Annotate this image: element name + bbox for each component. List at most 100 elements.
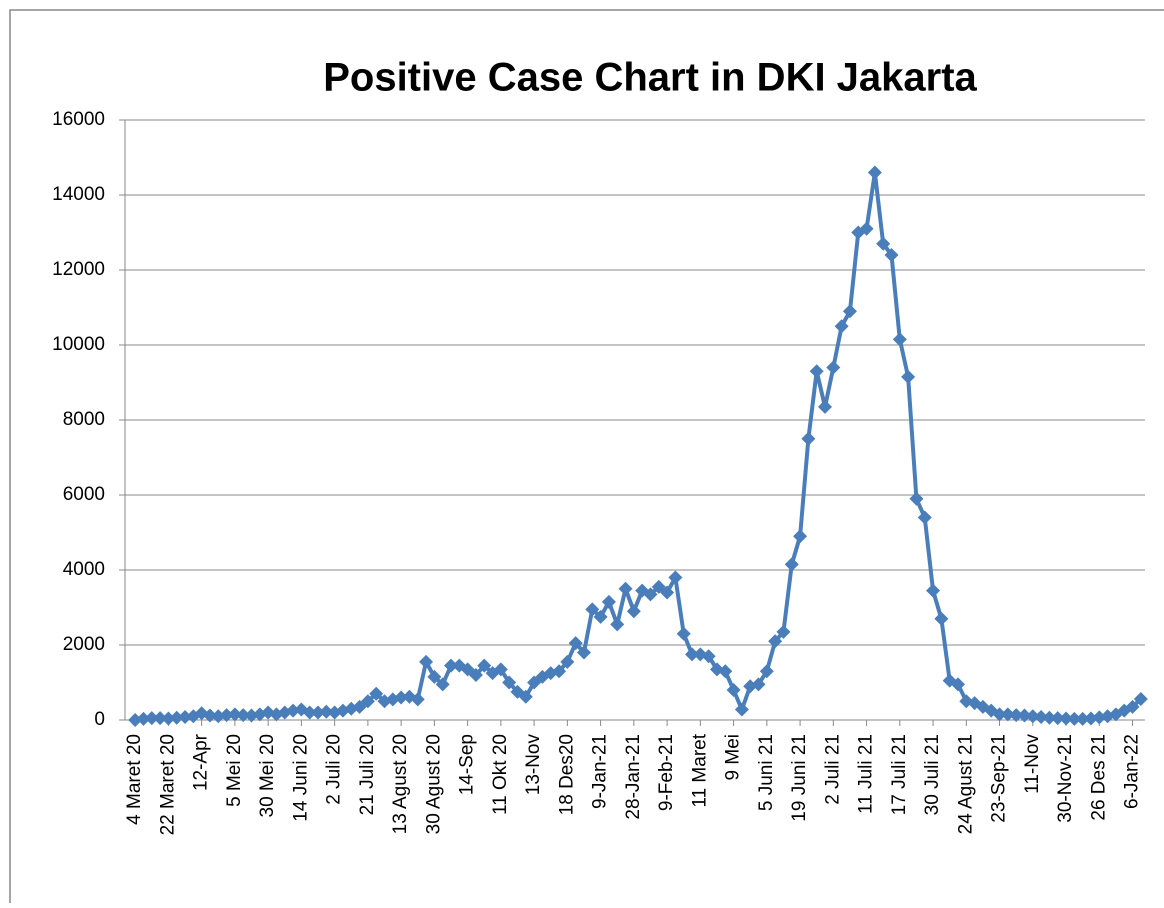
marker xyxy=(809,364,824,379)
y-tick-label: 12000 xyxy=(52,259,105,280)
marker xyxy=(1000,707,1015,722)
x-tick-label: 2 Juli 21 xyxy=(822,734,843,805)
marker xyxy=(1042,710,1057,725)
x-tick-label: 19 Juni 21 xyxy=(789,734,810,822)
y-tick-label: 6000 xyxy=(63,484,105,505)
x-tick-label: 17 Juli 21 xyxy=(889,734,910,815)
marker xyxy=(1133,692,1148,706)
marker xyxy=(1075,711,1090,726)
x-tick-label: 23-Sep-21 xyxy=(989,734,1010,823)
marker xyxy=(178,710,193,724)
marker xyxy=(876,236,891,251)
y-tick-label: 10000 xyxy=(52,334,105,355)
marker xyxy=(219,708,234,723)
marker xyxy=(768,634,783,649)
marker xyxy=(302,705,317,720)
marker xyxy=(169,710,184,725)
marker xyxy=(818,399,833,414)
marker xyxy=(560,654,575,669)
marker xyxy=(759,664,774,679)
chart-title: Positive Case Chart in DKI Jakarta xyxy=(323,56,977,100)
marker xyxy=(676,626,691,641)
x-tick-label: 30 Mei 20 xyxy=(257,734,278,817)
x-tick-label: 24 Agust 21 xyxy=(955,734,976,834)
marker xyxy=(1059,711,1074,726)
x-tick-label: 21 Juli 20 xyxy=(357,734,378,815)
marker xyxy=(643,587,658,602)
y-tick-label: 16000 xyxy=(52,109,105,130)
marker xyxy=(1009,708,1024,723)
marker xyxy=(859,221,874,236)
marker xyxy=(901,369,916,384)
x-tick-label: 30 Agust 20 xyxy=(423,734,444,834)
marker xyxy=(801,431,816,446)
marker xyxy=(842,304,857,319)
marker xyxy=(992,707,1007,722)
marker xyxy=(161,711,176,726)
y-tick-label: 2000 xyxy=(63,634,105,655)
marker xyxy=(726,683,741,697)
marker xyxy=(867,165,882,180)
x-tick-label: 4 Maret 20 xyxy=(124,734,145,825)
marker xyxy=(427,669,442,684)
marker xyxy=(443,658,458,673)
x-tick-label: 2 Juli 20 xyxy=(324,734,345,805)
marker xyxy=(1034,710,1049,724)
marker xyxy=(493,662,508,677)
marker xyxy=(1025,709,1040,724)
marker xyxy=(477,658,492,673)
marker xyxy=(244,708,259,723)
x-tick-label: 30 Juli 21 xyxy=(922,734,943,815)
x-tick-label: 22 Maret 20 xyxy=(157,734,178,835)
x-tick-label: 5 Mei 20 xyxy=(224,734,245,807)
marker xyxy=(1083,711,1098,726)
x-tick-label: 6-Jan-22 xyxy=(1122,734,1143,809)
marker xyxy=(502,675,517,690)
marker xyxy=(593,609,608,624)
marker xyxy=(660,585,675,600)
marker xyxy=(776,624,791,639)
marker xyxy=(701,649,716,664)
marker xyxy=(153,711,168,726)
marker xyxy=(1050,711,1065,726)
marker xyxy=(718,664,733,679)
marker xyxy=(369,686,384,701)
chart-border xyxy=(9,9,1164,908)
x-tick-label: 12-Apr xyxy=(191,733,212,791)
x-tick-label: 13 Agust 20 xyxy=(390,734,411,834)
marker xyxy=(128,713,143,727)
x-tick-label: 28-Jan-21 xyxy=(623,734,644,820)
marker xyxy=(751,677,766,692)
marker xyxy=(685,647,700,662)
marker xyxy=(892,332,907,347)
marker xyxy=(1125,699,1140,714)
marker xyxy=(950,677,965,692)
marker xyxy=(1067,711,1082,726)
marker xyxy=(626,604,641,619)
x-tick-label: 9-Jan-21 xyxy=(590,734,611,809)
marker xyxy=(884,248,899,262)
marker xyxy=(394,690,409,705)
y-tick-label: 14000 xyxy=(52,184,105,205)
x-tick-label: 14-Sep xyxy=(457,734,478,795)
x-tick-label: 18 Des20 xyxy=(556,734,577,815)
y-tick-label: 0 xyxy=(94,709,105,730)
marker xyxy=(610,617,625,632)
marker xyxy=(784,557,799,572)
marker xyxy=(319,704,334,719)
marker xyxy=(227,707,242,722)
marker xyxy=(834,319,849,334)
marker xyxy=(552,664,567,679)
marker xyxy=(518,689,533,704)
marker xyxy=(793,529,808,544)
marker xyxy=(734,702,749,717)
marker xyxy=(618,581,633,596)
marker xyxy=(1092,710,1107,725)
marker xyxy=(668,570,683,585)
marker xyxy=(236,708,251,723)
marker xyxy=(926,583,941,598)
marker xyxy=(934,611,949,626)
marker xyxy=(585,602,600,617)
marker xyxy=(601,594,616,609)
